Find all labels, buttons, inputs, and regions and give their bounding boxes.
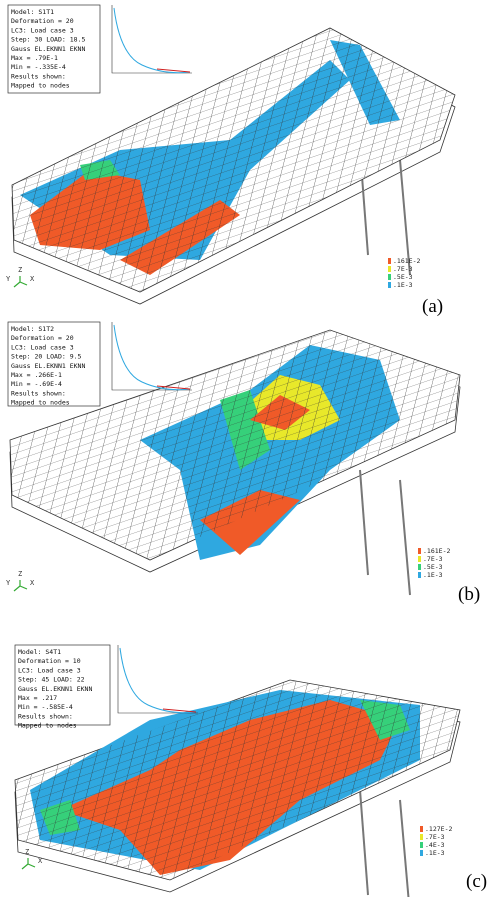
axis-label: Z	[18, 570, 22, 578]
inset-axes	[112, 5, 192, 73]
info-line: Min = -.585E-4	[18, 703, 73, 711]
info-line: Step: 45 LOAD: 22	[18, 676, 85, 684]
panel-label: (c)	[466, 871, 487, 892]
legend-label: .7E-3	[425, 833, 445, 841]
axis-label: Z	[25, 848, 29, 856]
legend-swatch	[420, 842, 423, 848]
legend-label: .127E-2	[425, 825, 452, 833]
info-line: Model: S4T1	[18, 648, 61, 656]
legend-label: .4E-3	[425, 841, 445, 849]
info-line: Results shown:	[11, 72, 66, 80]
info-line: Model: S1T2	[11, 325, 54, 333]
info-line: Mapped to nodes	[11, 82, 70, 90]
legend-swatch	[418, 556, 421, 562]
axis-triad	[14, 580, 27, 591]
info-line: Results shown:	[11, 389, 66, 397]
legend-swatch	[420, 826, 423, 832]
legend-swatch	[388, 282, 391, 288]
info-line: Results shown:	[18, 712, 73, 720]
panel-label: (b)	[458, 584, 480, 605]
legend-swatch	[388, 274, 391, 280]
info-line: Max = .217	[18, 694, 57, 702]
info-line: Deformation = 10	[18, 657, 81, 665]
column	[360, 790, 368, 895]
info-line: LC3: Load case 3	[18, 666, 81, 674]
panel-label: (a)	[422, 296, 443, 317]
info-line: Gauss EL.EKNN1 EKNN	[11, 45, 85, 53]
info-line: Model: S1T1	[11, 8, 54, 16]
legend-label: .5E-3	[423, 563, 443, 571]
info-line: Min = -.69E-4	[11, 380, 62, 388]
legend-label: .161E-2	[423, 547, 450, 555]
inset-curve	[114, 325, 190, 390]
info-line: Deformation = 20	[11, 17, 74, 25]
info-line: LC3: Load case 3	[11, 343, 74, 351]
inset-curve	[114, 8, 190, 73]
info-line: Gauss EL.EKNN1 EKNN	[11, 362, 85, 370]
column	[360, 470, 368, 575]
legend-label: .7E-3	[423, 555, 443, 563]
info-line: Max = .266E-1	[11, 371, 62, 379]
axis-label: Y	[6, 275, 11, 283]
axis-label: Y	[6, 579, 11, 587]
inset-curve	[120, 648, 196, 713]
axis-label: X	[30, 579, 35, 587]
column	[400, 480, 410, 595]
info-line: Deformation = 20	[11, 334, 74, 342]
axis-label: X	[30, 275, 35, 283]
info-line: Step: 30 LOAD: 18.5	[11, 36, 85, 44]
info-line: Gauss EL.EKNN1 EKNN	[18, 685, 92, 693]
legend-swatch	[420, 834, 423, 840]
figure: Model: S1T1Deformation = 20LC3: Load cas…	[0, 0, 491, 897]
legend-swatch	[418, 564, 421, 570]
legend-swatch	[418, 572, 421, 578]
axis-triad	[14, 276, 27, 287]
legend-label: .1E-3	[425, 849, 445, 857]
info-line: Min = -.335E-4	[11, 63, 66, 71]
legend-label: .5E-3	[393, 273, 413, 281]
info-line: Mapped to nodes	[11, 399, 70, 407]
legend-label: .1E-3	[423, 571, 443, 579]
inset-axes	[112, 322, 192, 390]
axis-triad	[22, 858, 35, 869]
axis-label: Z	[18, 266, 22, 274]
info-line: Mapped to nodes	[18, 722, 77, 730]
inset-axes	[118, 645, 198, 713]
column	[400, 800, 410, 897]
legend-swatch	[418, 548, 421, 554]
info-line: Max = .79E-1	[11, 54, 58, 62]
legend-swatch	[388, 266, 391, 272]
legend-swatch	[388, 258, 391, 264]
legend-label: .161E-2	[393, 257, 420, 265]
info-line: LC3: Load case 3	[11, 26, 74, 34]
legend-swatch	[420, 850, 423, 856]
info-line: Step: 20 LOAD: 9.5	[11, 353, 82, 361]
legend-label: .7E-3	[393, 265, 413, 273]
legend-label: .1E-3	[393, 281, 413, 289]
